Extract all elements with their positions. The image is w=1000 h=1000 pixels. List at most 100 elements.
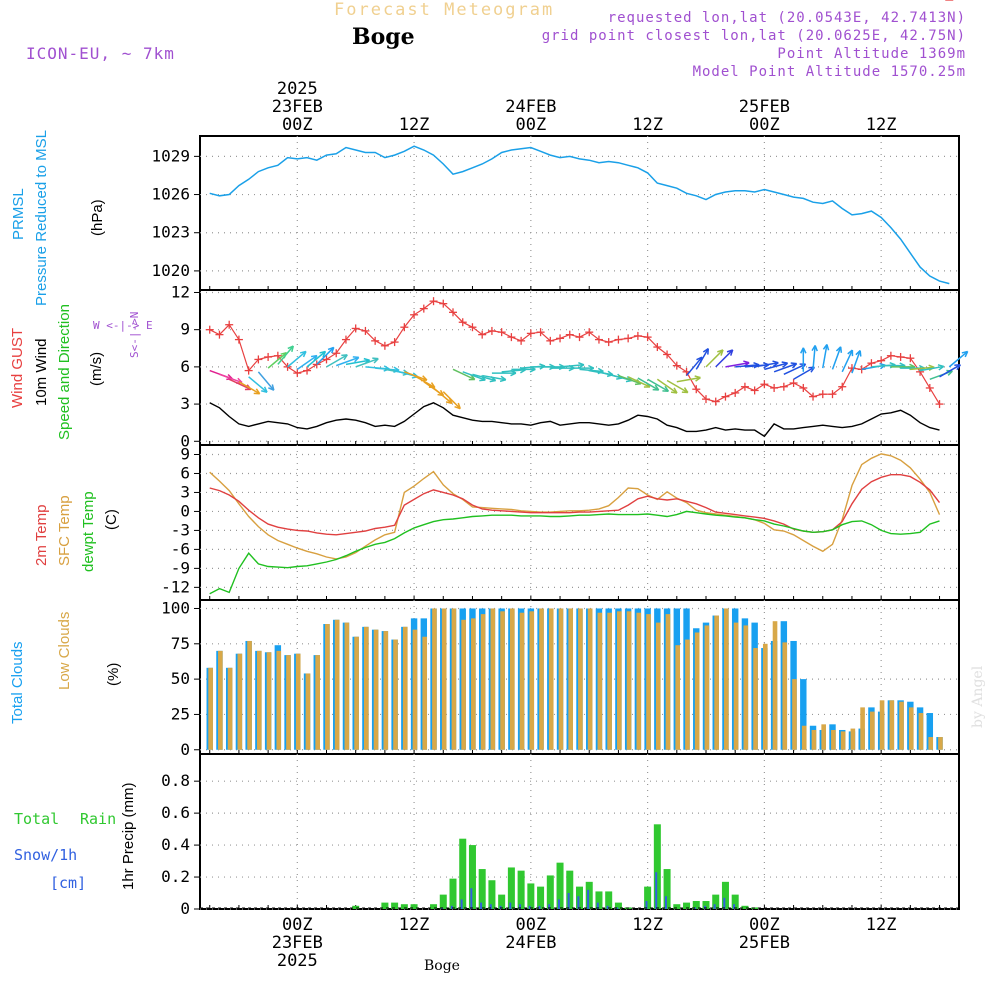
low-cloud-bar <box>286 655 291 750</box>
low-cloud-bar <box>529 611 535 750</box>
top-time-label: 00Z <box>515 115 546 135</box>
wind-arrow <box>238 381 261 395</box>
wind-arrow <box>627 376 651 388</box>
wind-ytick-label: 9 <box>180 320 190 339</box>
low-cloud-bar <box>548 608 554 750</box>
rain-bar <box>400 904 408 909</box>
rain-bar <box>653 824 661 909</box>
wind-arrow-head <box>539 363 546 367</box>
wind-arrow <box>910 366 935 371</box>
low-cloud-bar <box>646 614 651 750</box>
wind-arrow <box>812 345 816 370</box>
low-cloud-bar <box>743 625 749 750</box>
clouds-ytick-label: 0 <box>180 740 190 759</box>
top-time-label: 00Z <box>749 115 780 135</box>
wind-arrow-head <box>855 349 861 356</box>
wind-arrow <box>715 349 734 368</box>
wind-arrow-head <box>634 383 642 386</box>
wind-arrow <box>783 363 806 375</box>
wind-arrow-head <box>772 362 779 367</box>
snow-bar <box>557 899 560 909</box>
temperature-ytick-label: -6 <box>171 539 190 558</box>
bottom-time-label: 2025 <box>277 951 318 971</box>
wind-arrow-head <box>822 344 828 350</box>
clouds-ytick-label: 75 <box>171 634 190 653</box>
rain-bar <box>692 901 700 909</box>
wind-arrow-head <box>720 349 724 356</box>
wind-arrow-head <box>489 379 496 383</box>
wind-arrow-head <box>383 365 390 370</box>
wind-arrow <box>287 350 307 368</box>
snow-bar <box>450 905 453 909</box>
pressure-line <box>209 145 950 285</box>
wind-arrow-head <box>578 364 585 369</box>
wind-arrow <box>793 366 815 380</box>
wind-arrow-head <box>683 387 689 393</box>
rain-bar <box>702 901 710 909</box>
snow-bar <box>723 897 726 909</box>
low-cloud-bar <box>227 667 233 750</box>
rain-bar <box>507 867 515 909</box>
wind-arrow-head <box>268 387 275 391</box>
gust-line <box>209 300 941 405</box>
wind-arrow <box>656 378 678 394</box>
pressure-ytick-label: 1023 <box>151 223 190 242</box>
wind-arrow-head <box>937 364 944 368</box>
model-point-altitude: Model Point Altitude 1570.25m <box>692 64 966 80</box>
wind-arrow <box>326 354 348 368</box>
low-cloud-bar <box>665 614 671 750</box>
wind-arrow <box>764 362 788 371</box>
wind-arrow <box>267 352 287 369</box>
wind-arrow <box>685 356 703 377</box>
wind-arrow-head <box>343 354 348 361</box>
low-cloud-bar <box>831 729 836 750</box>
low-cloud-bar <box>899 701 904 750</box>
snow-label: Snow/1h <box>14 846 78 864</box>
rain-bar <box>391 902 399 909</box>
clouds-ytick-label: 100 <box>161 598 190 617</box>
wind-arrow-head <box>439 389 445 396</box>
snow-bar <box>509 902 512 909</box>
snow-bar <box>606 905 609 909</box>
low-cloud-bar <box>938 737 943 750</box>
rain-bar <box>449 878 457 909</box>
wind10m-line <box>209 402 940 438</box>
wind-arrow-head <box>588 364 595 369</box>
top-time-label: 12Z <box>866 115 897 135</box>
snow-bar <box>499 905 502 909</box>
wind-arrow-head <box>947 370 953 376</box>
low-cloud-bar <box>762 643 768 750</box>
low-cloud-bar <box>208 667 213 750</box>
wind-arrow-head <box>811 345 816 351</box>
low-cloud-bar <box>908 707 914 750</box>
rain-bar <box>585 881 593 909</box>
snow-bar <box>713 904 716 909</box>
rain-bar <box>683 902 691 909</box>
wind-arrow <box>257 371 275 391</box>
rain-bar <box>546 875 554 909</box>
low-cloud-bar <box>364 626 369 750</box>
wind-arrow-head <box>800 347 804 354</box>
low-cloud-bar <box>422 636 428 750</box>
low-cloud-bar <box>237 653 243 750</box>
wind-arrow-head <box>363 357 370 361</box>
low-cloud-bar <box>685 639 690 750</box>
bottom-time-label: 00Z <box>515 915 546 935</box>
wind-arrow-head <box>664 385 670 392</box>
snow-bar <box>596 902 599 909</box>
low-cloud-bar <box>714 615 719 750</box>
wind-arrow <box>433 387 453 404</box>
top-time-label: 12Z <box>632 115 663 135</box>
snow-bar <box>528 905 531 909</box>
low-cloud-bar <box>724 608 729 750</box>
low-cloud-bar <box>840 731 846 750</box>
rain-bar <box>381 902 389 909</box>
low-cloud-bar <box>247 640 252 750</box>
snow-bar <box>460 899 463 909</box>
temperature-panel-frame <box>199 444 960 601</box>
low-cloud-bar <box>636 612 642 750</box>
wind-arrow-head <box>835 346 842 352</box>
wind-arrow <box>462 371 486 381</box>
wind-ytick-label: 0 <box>180 431 190 450</box>
